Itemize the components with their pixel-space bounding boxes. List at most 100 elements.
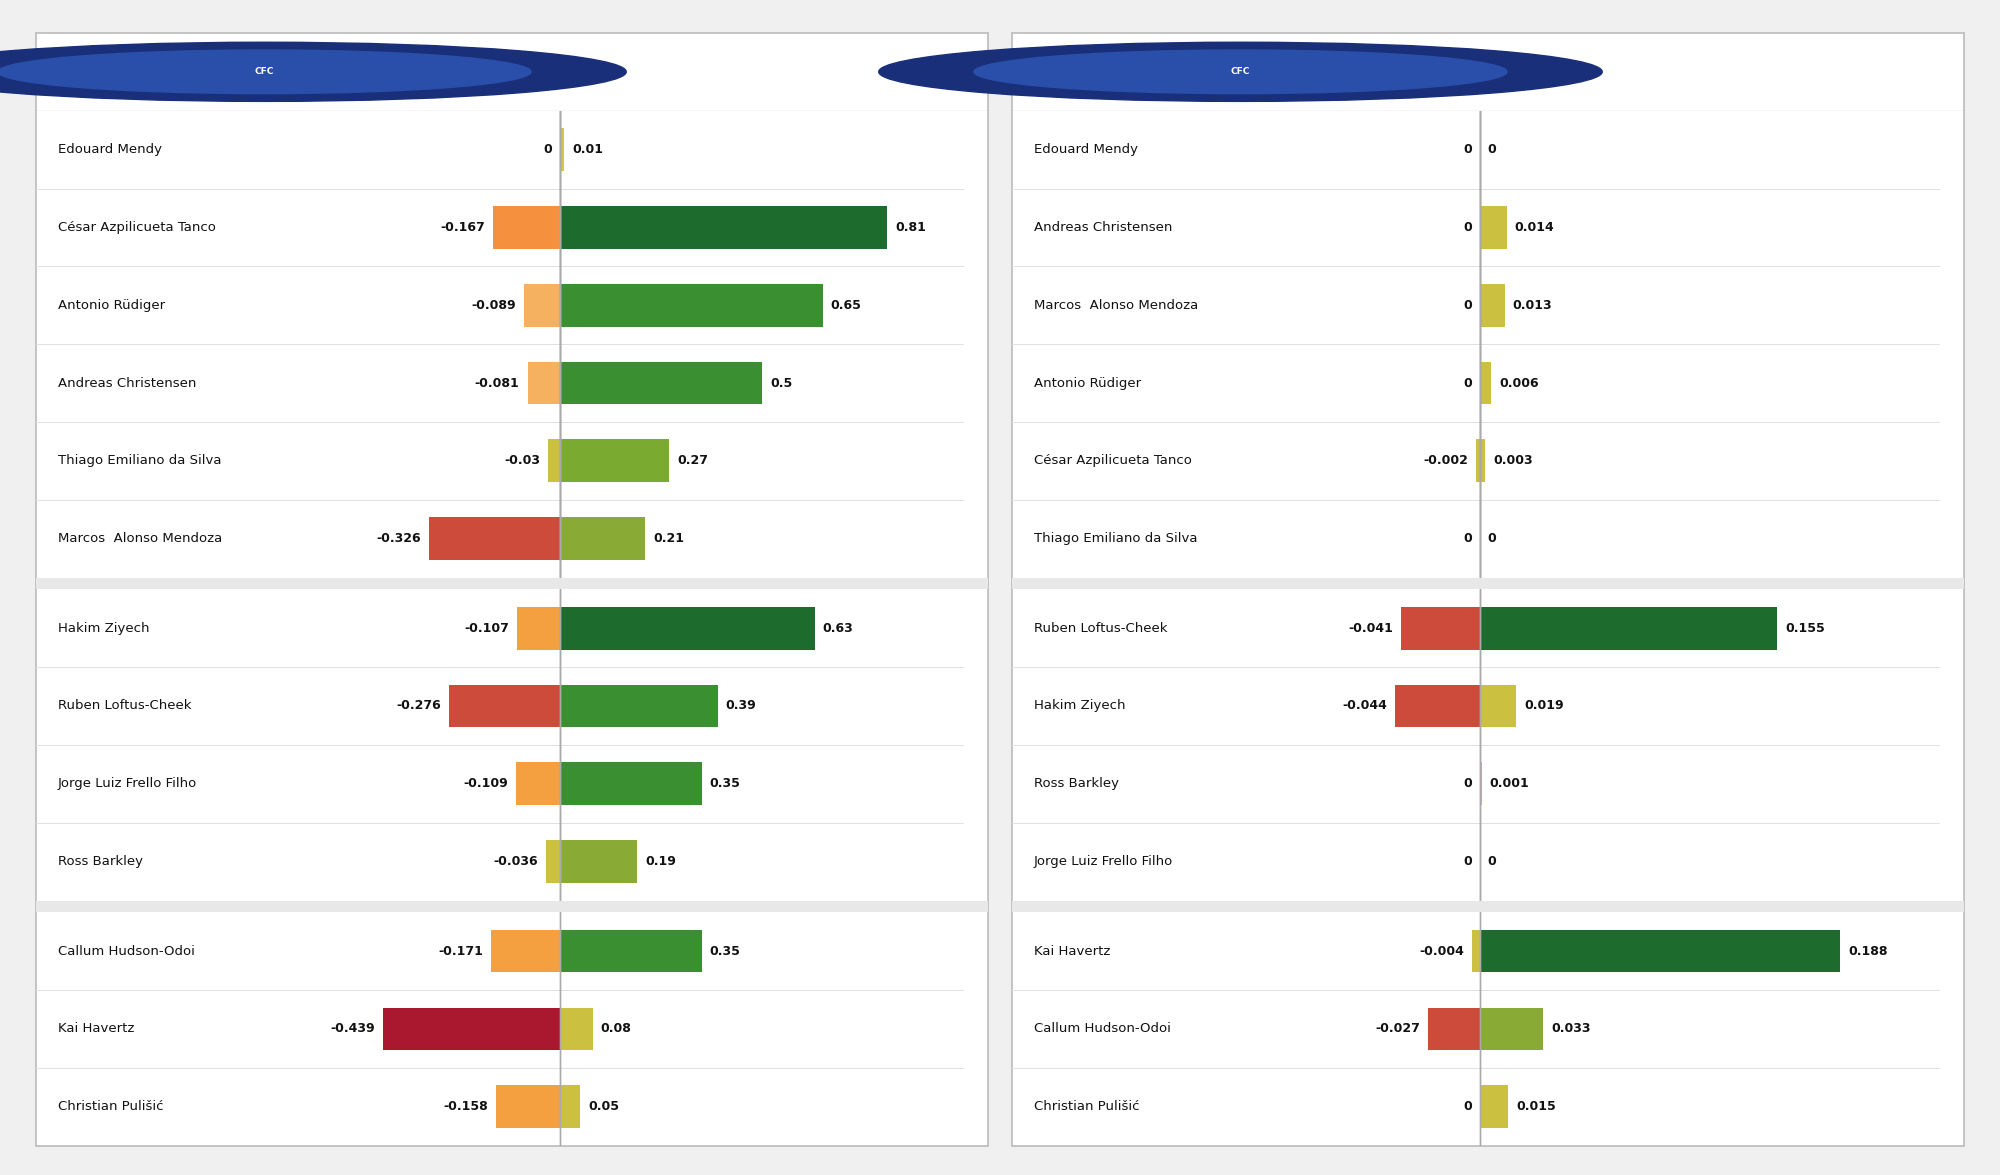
- Bar: [560, 206, 888, 249]
- Circle shape: [974, 51, 1508, 94]
- Text: César Azpilicueta Tanco: César Azpilicueta Tanco: [58, 221, 216, 234]
- Text: 0.006: 0.006: [1500, 376, 1538, 390]
- Text: -0.004: -0.004: [1420, 945, 1464, 958]
- Text: 0: 0: [544, 143, 552, 156]
- Text: -0.326: -0.326: [376, 532, 420, 545]
- Circle shape: [0, 42, 626, 101]
- Text: Callum Hudson-Odoi: Callum Hudson-Odoi: [1034, 1022, 1170, 1035]
- Text: -0.027: -0.027: [1376, 1022, 1420, 1035]
- Text: -0.158: -0.158: [444, 1100, 488, 1113]
- Bar: [1480, 685, 1516, 727]
- Text: -0.109: -0.109: [464, 778, 508, 791]
- Text: 0.033: 0.033: [1550, 1022, 1590, 1035]
- Bar: [448, 685, 560, 727]
- Text: César Azpilicueta Tanco: César Azpilicueta Tanco: [1034, 455, 1192, 468]
- Bar: [1472, 929, 1480, 973]
- Bar: [524, 284, 560, 327]
- Text: 0: 0: [1462, 532, 1472, 545]
- Bar: [560, 685, 718, 727]
- Text: -0.03: -0.03: [504, 455, 540, 468]
- Text: 0.39: 0.39: [726, 699, 756, 712]
- Bar: [560, 606, 814, 650]
- Text: 0: 0: [1462, 855, 1472, 868]
- Text: Andreas Christensen: Andreas Christensen: [58, 376, 196, 390]
- Text: 0.001: 0.001: [1490, 778, 1530, 791]
- Text: 0.27: 0.27: [678, 455, 708, 468]
- Text: Ruben Loftus-Cheek: Ruben Loftus-Cheek: [58, 699, 192, 712]
- Text: 0.35: 0.35: [710, 778, 740, 791]
- Text: 0.81: 0.81: [896, 221, 926, 234]
- Text: 0.63: 0.63: [822, 622, 854, 634]
- Text: 0: 0: [1462, 221, 1472, 234]
- Text: Antonio Rüdiger: Antonio Rüdiger: [1034, 376, 1142, 390]
- Text: Christian Pulišić: Christian Pulišić: [1034, 1100, 1140, 1113]
- Text: 0: 0: [1488, 143, 1496, 156]
- Bar: [560, 1086, 580, 1128]
- Text: Marcos  Alonso Mendoza: Marcos Alonso Mendoza: [1034, 298, 1198, 311]
- Bar: [1396, 685, 1480, 727]
- Text: 0: 0: [1462, 376, 1472, 390]
- Text: Jorge Luiz Frello Filho: Jorge Luiz Frello Filho: [1034, 855, 1174, 868]
- Text: 0: 0: [1462, 1100, 1472, 1113]
- Bar: [1480, 1007, 1542, 1050]
- Text: Ross Barkley: Ross Barkley: [58, 855, 142, 868]
- Bar: [1480, 206, 1506, 249]
- Bar: [1480, 362, 1492, 404]
- Bar: [496, 1086, 560, 1128]
- Text: -0.002: -0.002: [1422, 455, 1468, 468]
- Text: 0.013: 0.013: [1512, 298, 1552, 311]
- Bar: [1480, 929, 1840, 973]
- Bar: [560, 929, 702, 973]
- Text: Ross Barkley: Ross Barkley: [1034, 778, 1118, 791]
- Bar: [560, 517, 646, 560]
- Bar: [1400, 606, 1480, 650]
- Text: 0: 0: [1462, 778, 1472, 791]
- Text: -0.044: -0.044: [1342, 699, 1388, 712]
- Text: Hakim Ziyech: Hakim Ziyech: [1034, 699, 1126, 712]
- Bar: [560, 439, 670, 482]
- Bar: [560, 763, 702, 805]
- Text: Hakim Ziyech: Hakim Ziyech: [58, 622, 150, 634]
- Text: 0.08: 0.08: [600, 1022, 632, 1035]
- Bar: [1428, 1007, 1480, 1050]
- Bar: [428, 517, 560, 560]
- Text: 0.05: 0.05: [588, 1100, 620, 1113]
- Text: Thiago Emiliano da Silva: Thiago Emiliano da Silva: [1034, 532, 1198, 545]
- Bar: [516, 763, 560, 805]
- Text: 0.014: 0.014: [1514, 221, 1554, 234]
- Text: 0.188: 0.188: [1848, 945, 1888, 958]
- Bar: [1480, 439, 1486, 482]
- Text: 0: 0: [1488, 532, 1496, 545]
- Bar: [548, 439, 560, 482]
- Text: CFC: CFC: [1230, 67, 1250, 76]
- Text: Andreas Christensen: Andreas Christensen: [1034, 221, 1172, 234]
- Bar: [1476, 439, 1480, 482]
- Bar: [518, 606, 560, 650]
- Bar: [560, 840, 636, 882]
- Text: 0.21: 0.21: [654, 532, 684, 545]
- Bar: [560, 284, 822, 327]
- Bar: [528, 362, 560, 404]
- Text: -0.171: -0.171: [438, 945, 484, 958]
- Text: Christian Pulišić: Christian Pulišić: [58, 1100, 164, 1113]
- Bar: [560, 1007, 592, 1050]
- Circle shape: [878, 42, 1602, 101]
- Text: -0.439: -0.439: [330, 1022, 374, 1035]
- Text: -0.276: -0.276: [396, 699, 440, 712]
- Text: -0.036: -0.036: [494, 855, 538, 868]
- Bar: [1480, 1086, 1508, 1128]
- Bar: [382, 1007, 560, 1050]
- Text: 0.65: 0.65: [830, 298, 862, 311]
- Bar: [560, 362, 762, 404]
- Text: Edouard Mendy: Edouard Mendy: [58, 143, 162, 156]
- Text: Callum Hudson-Odoi: Callum Hudson-Odoi: [58, 945, 194, 958]
- Bar: [492, 206, 560, 249]
- Text: xT from Passes: xT from Passes: [74, 63, 276, 88]
- Text: 0.5: 0.5: [770, 376, 792, 390]
- Text: 0.35: 0.35: [710, 945, 740, 958]
- Text: -0.081: -0.081: [474, 376, 520, 390]
- Bar: [546, 840, 560, 882]
- Bar: [1480, 284, 1504, 327]
- Bar: [560, 128, 564, 172]
- Bar: [1480, 606, 1778, 650]
